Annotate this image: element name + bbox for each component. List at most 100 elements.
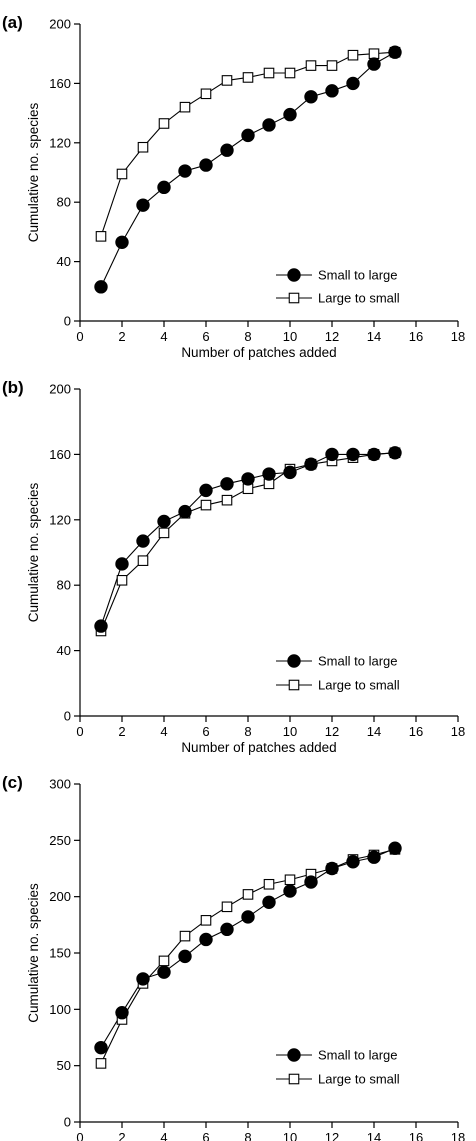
- data-point-large-to-small: [116, 168, 128, 180]
- legend-entry: Large to small: [276, 1072, 400, 1087]
- legend-label: Small to large: [318, 268, 397, 283]
- data-point-large-to-small: [158, 118, 170, 129]
- data-point-small-to-large: [367, 447, 381, 462]
- data-point-small-to-large: [115, 557, 129, 571]
- x-tick-label: 0: [76, 724, 83, 739]
- data-point-large-to-small: [95, 1058, 107, 1069]
- x-tick-label: 8: [244, 329, 251, 344]
- y-tick-label: 250: [49, 833, 71, 848]
- x-tick-label: 4: [160, 1130, 167, 1141]
- data-point-large-to-small: [221, 75, 233, 86]
- data-point-small-to-large: [241, 472, 255, 486]
- data-point-small-to-large: [199, 158, 213, 172]
- x-tick-label: 10: [283, 1130, 297, 1141]
- data-point-small-to-large: [346, 855, 360, 869]
- data-point-small-to-large: [220, 143, 234, 157]
- data-point-large-to-small: [368, 48, 380, 60]
- y-tick-label: 200: [49, 382, 71, 397]
- data-point-small-to-large: [367, 57, 381, 71]
- y-tick-label: 40: [57, 254, 71, 269]
- data-point-large-to-small: [137, 555, 149, 566]
- data-point-large-to-small: [263, 67, 275, 79]
- y-tick-label: 200: [49, 889, 71, 904]
- data-point-small-to-large: [388, 446, 402, 460]
- data-point-small-to-large: [283, 465, 297, 480]
- x-axis-title: Number of patches added: [181, 740, 336, 755]
- x-tick-label: 14: [367, 1130, 381, 1141]
- data-point-small-to-large: [94, 1040, 108, 1055]
- legend-entry: Large to small: [276, 291, 400, 306]
- chart-panel-b: (b) 0 40 80 120 160 200 0 2 4 6 8 10 12 14 16 18 Number o…: [2, 378, 465, 755]
- data-point-small-to-large: [367, 850, 381, 864]
- data-point-small-to-large: [136, 534, 150, 548]
- x-tick-label: 18: [451, 1130, 465, 1141]
- x-tick-label: 10: [283, 329, 297, 344]
- x-tick-label: 12: [325, 724, 339, 739]
- data-point-small-to-large: [388, 45, 402, 59]
- x-tick-label: 4: [160, 724, 167, 739]
- data-point-small-to-large: [304, 90, 318, 104]
- data-point-small-to-large: [157, 514, 171, 529]
- x-tick-label: 10: [283, 724, 297, 739]
- x-tick-label: 6: [202, 1130, 209, 1141]
- y-tick-label: 80: [57, 195, 71, 210]
- legend-marker: [288, 1073, 300, 1085]
- y-tick-label: 300: [49, 777, 71, 792]
- data-point-large-to-small: [305, 60, 317, 71]
- x-tick-label: 18: [451, 724, 465, 739]
- x-tick-label: 16: [409, 724, 423, 739]
- data-point-small-to-large: [178, 504, 192, 519]
- x-axis-title: Number of patches added: [181, 345, 336, 360]
- data-point-large-to-small: [242, 72, 254, 83]
- y-tick-label: 160: [49, 447, 71, 462]
- x-tick-label: 12: [325, 329, 339, 344]
- data-point-small-to-large: [325, 861, 339, 876]
- y-tick-label: 120: [49, 135, 71, 150]
- data-point-small-to-large: [241, 910, 255, 924]
- data-point-large-to-small: [158, 955, 170, 967]
- y-tick-label: 0: [64, 314, 71, 329]
- data-point-small-to-large: [157, 965, 171, 979]
- y-tick-label: 50: [57, 1058, 71, 1073]
- chart-panel-a: (a) 0 40 80 120 160 200 0 2 4 6 8 10 12 14 16 18 Number o…: [2, 13, 465, 360]
- data-point-large-to-small: [116, 574, 128, 586]
- data-point-small-to-large: [325, 447, 339, 462]
- legend-label: Small to large: [318, 654, 397, 669]
- data-point-large-to-small: [200, 915, 212, 926]
- y-tick-label: 40: [57, 643, 71, 658]
- panel-label: (c): [2, 773, 23, 792]
- data-point-small-to-large: [94, 280, 108, 294]
- data-point-small-to-large: [178, 164, 192, 178]
- data-point-large-to-small: [158, 527, 170, 539]
- y-tick-label: 0: [64, 709, 71, 724]
- x-tick-label: 0: [76, 329, 83, 344]
- data-point-small-to-large: [304, 875, 318, 889]
- y-tick-label: 80: [57, 578, 71, 593]
- data-point-small-to-large: [220, 922, 234, 937]
- data-point-large-to-small: [200, 499, 212, 511]
- legend-label: Large to small: [318, 1072, 400, 1087]
- legend-marker: [288, 292, 300, 304]
- legend-entry: Large to small: [276, 678, 400, 693]
- legend-marker: [288, 679, 300, 691]
- legend-entry: Small to large: [276, 654, 397, 669]
- data-point-small-to-large: [157, 180, 171, 195]
- panel-label: (b): [2, 378, 24, 397]
- x-tick-label: 6: [202, 724, 209, 739]
- data-point-small-to-large: [136, 198, 150, 212]
- y-tick-label: 200: [49, 17, 71, 32]
- data-point-small-to-large: [262, 118, 276, 132]
- y-tick-label: 150: [49, 946, 71, 961]
- data-point-large-to-small: [326, 60, 338, 71]
- x-tick-label: 6: [202, 329, 209, 344]
- legend-label: Large to small: [318, 291, 400, 306]
- data-point-small-to-large: [199, 483, 213, 498]
- data-point-small-to-large: [346, 447, 360, 462]
- data-point-large-to-small: [179, 930, 191, 942]
- x-tick-label: 12: [325, 1130, 339, 1141]
- data-point-large-to-small: [284, 67, 296, 79]
- legend-marker: [287, 654, 301, 668]
- legend-marker: [287, 1048, 301, 1062]
- data-point-large-to-small: [221, 901, 233, 913]
